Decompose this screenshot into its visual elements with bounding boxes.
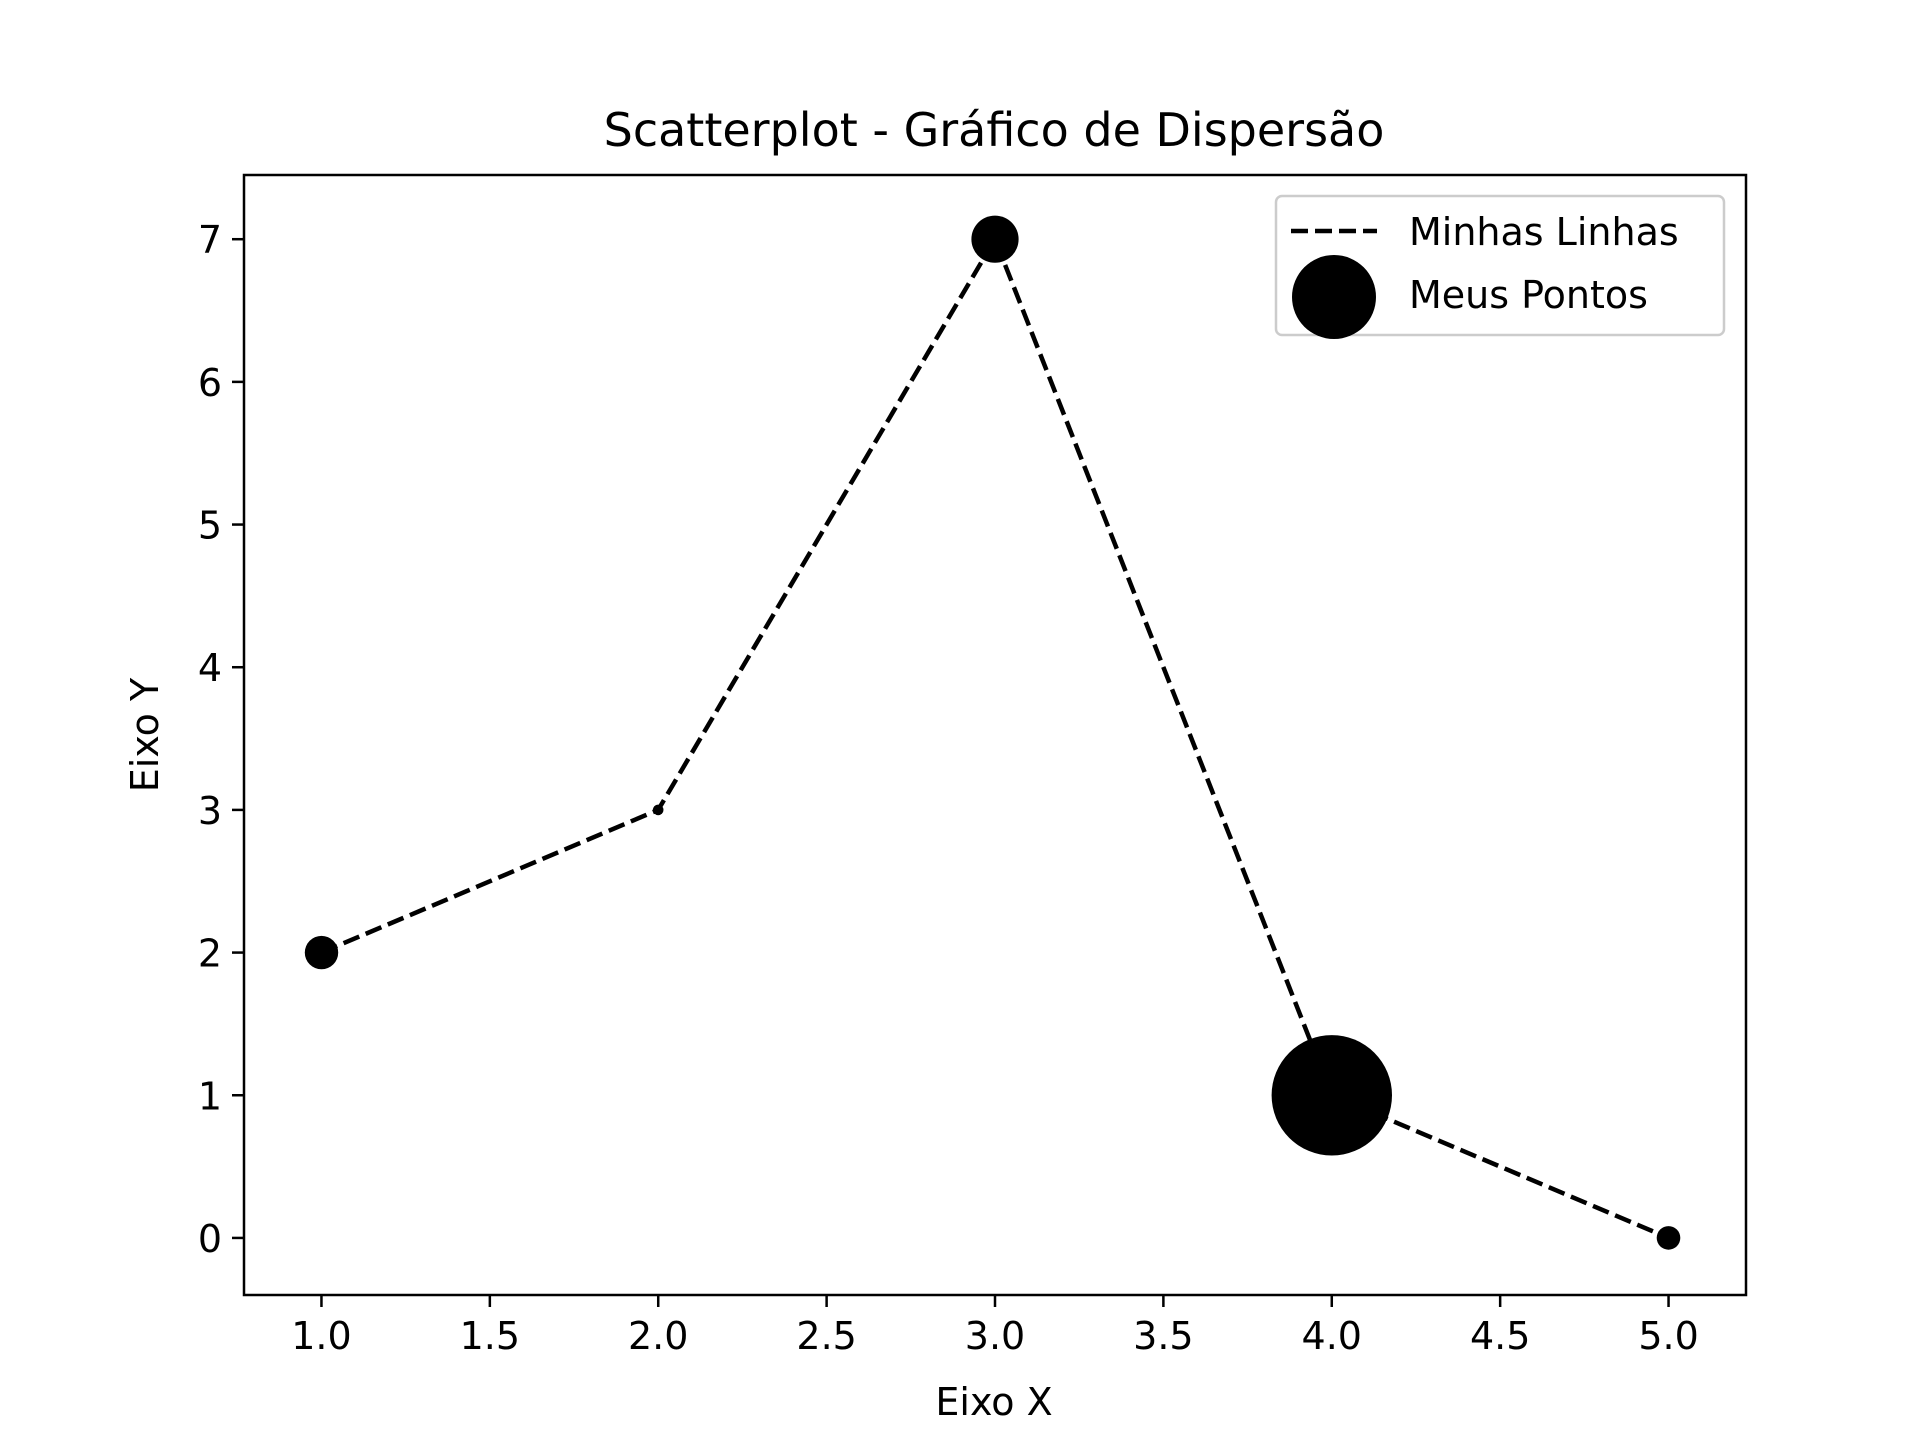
scatter-point-5 — [1656, 1226, 1681, 1250]
axis-ticks: 1.0 1.5 2.0 2.5 3.0 3.5 4.0 4.5 5.0 0 1 2 3 4 5 6 7 — [198, 218, 1699, 1358]
chart-title: Scatterplot - Gráfico de Dispersão — [604, 103, 1385, 157]
y-tick-label: 1 — [198, 1074, 222, 1118]
x-tick-label: 2.5 — [796, 1314, 856, 1358]
x-axis-label: Eixo X — [935, 1380, 1052, 1424]
y-tick-label: 4 — [198, 646, 222, 690]
legend-label-points: Meus Pontos — [1409, 273, 1648, 317]
x-tick-label: 1.0 — [291, 1314, 351, 1358]
x-tick-label: 3.0 — [965, 1314, 1025, 1358]
series-line-minhas-linhas — [320, 234, 1670, 1240]
x-tick-label: 4.5 — [1470, 1314, 1530, 1358]
plot-area — [304, 215, 1681, 1250]
legend: Minhas Linhas Meus Pontos — [1274, 194, 1726, 339]
x-tick-label: 5.0 — [1638, 1314, 1698, 1358]
y-tick-label: 5 — [198, 504, 222, 548]
y-tick-label: 2 — [198, 932, 222, 976]
y-tick-label: 7 — [198, 218, 222, 262]
x-tick-label: 4.0 — [1302, 1314, 1362, 1358]
x-tick-label: 2.0 — [628, 1314, 688, 1358]
scatter-point-2 — [652, 804, 664, 816]
scatter-point-3 — [971, 215, 1019, 263]
legend-box — [1274, 194, 1726, 337]
y-tick-label: 0 — [198, 1217, 222, 1261]
x-tick-label: 1.5 — [460, 1314, 520, 1358]
scatter-point-1 — [304, 935, 339, 970]
y-tick-label: 3 — [198, 789, 222, 833]
y-axis-label: Eixo Y — [123, 677, 167, 792]
scatter-point-4 — [1271, 1035, 1393, 1156]
legend-label-lines: Minhas Linhas — [1409, 210, 1679, 254]
x-tick-label: 3.5 — [1133, 1314, 1193, 1358]
legend-marker-swatch — [1292, 255, 1376, 339]
y-tick-label: 6 — [198, 361, 222, 405]
